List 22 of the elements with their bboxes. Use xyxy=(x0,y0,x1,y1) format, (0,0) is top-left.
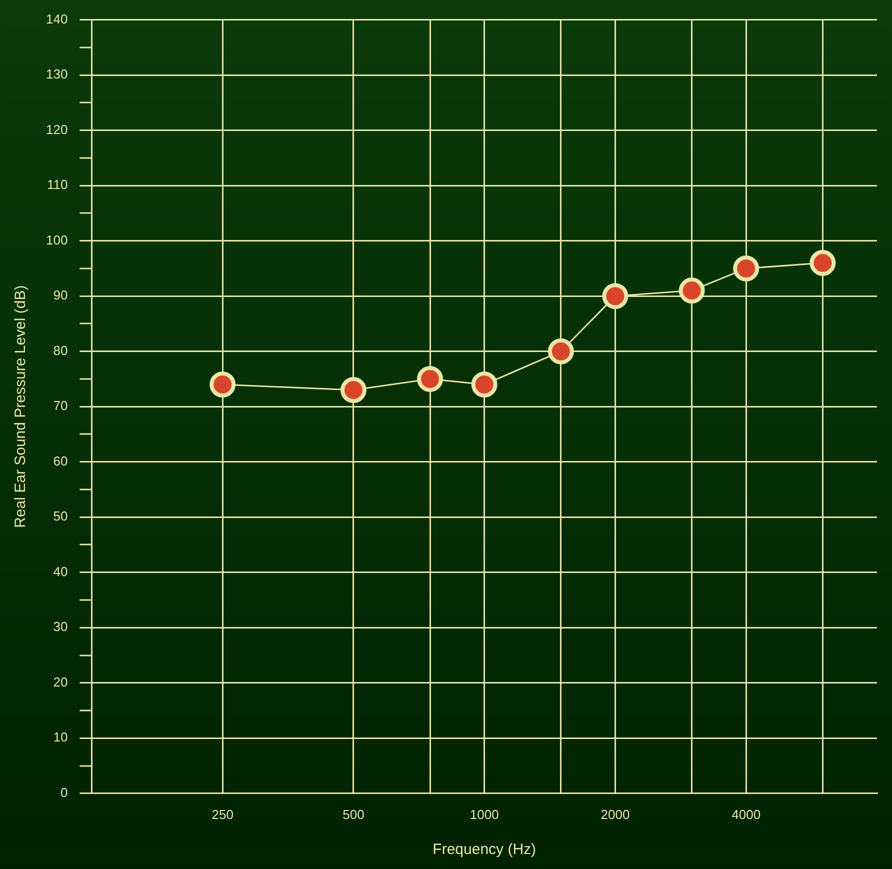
y-tick-label: 30 xyxy=(53,619,68,634)
y-tick-label: 10 xyxy=(53,730,68,745)
y-tick-label: 110 xyxy=(46,177,68,192)
y-tick-label: 40 xyxy=(53,564,68,579)
x-tick-label: 4000 xyxy=(732,806,761,822)
y-tick-label: 100 xyxy=(46,232,68,248)
y-tick-label: 120 xyxy=(46,122,68,137)
x-tick-label: 2000 xyxy=(600,806,630,822)
y-tick-label: 0 xyxy=(60,784,68,800)
y-tick-label: 80 xyxy=(53,342,68,358)
y-tick-label: 70 xyxy=(53,398,68,414)
x-axis-title: Frequency (Hz) xyxy=(432,841,536,858)
y-axis-title: Real Ear Sound Pressure Level (dB) xyxy=(12,285,30,528)
x-tick-label: 1000 xyxy=(470,806,499,822)
y-tick-label: 20 xyxy=(53,674,68,690)
y-tick-label: 140 xyxy=(46,11,68,26)
x-tick-label: 500 xyxy=(342,806,364,822)
y-tick-label: 130 xyxy=(46,66,68,82)
y-tick-label: 50 xyxy=(53,508,68,524)
y-tick-label: 60 xyxy=(53,453,68,468)
y-tick-label: 90 xyxy=(53,288,68,303)
x-tick-label: 250 xyxy=(212,806,234,822)
